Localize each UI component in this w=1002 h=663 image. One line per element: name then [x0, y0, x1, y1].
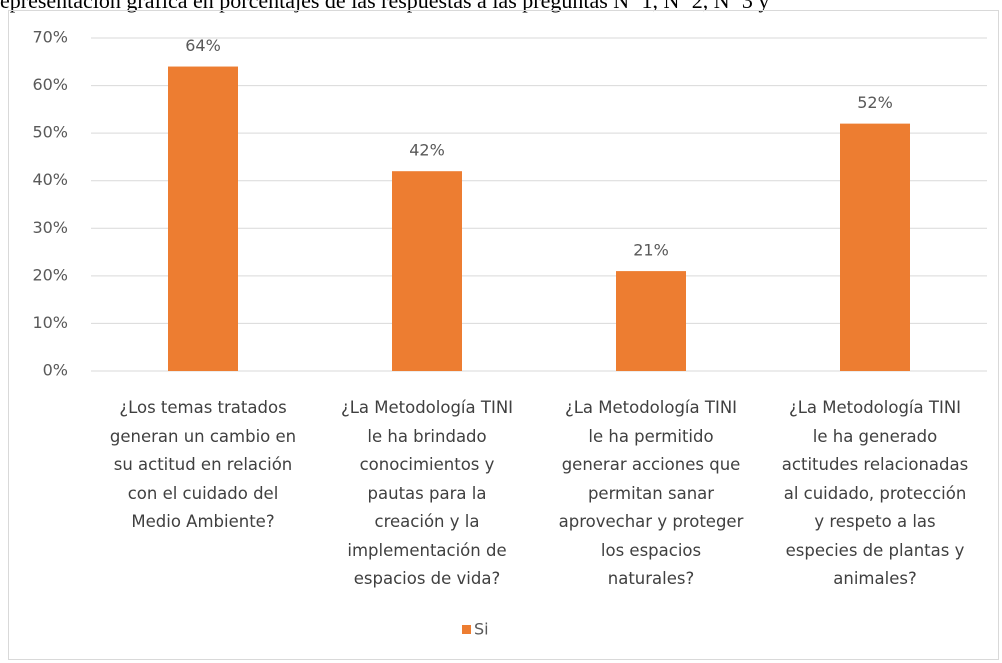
y-tick-label: 70% [32, 28, 68, 47]
legend-label: Si [474, 620, 489, 639]
y-tick-label: 30% [32, 218, 68, 237]
y-tick-label: 40% [32, 170, 68, 189]
chart-frame [8, 10, 999, 660]
y-tick-label: 0% [43, 361, 68, 380]
legend-swatch [462, 625, 471, 634]
data-label: 64% [185, 36, 221, 55]
bar [392, 171, 462, 371]
bar [840, 123, 910, 371]
caption: epresentación gráfica en porcentajes de … [0, 0, 770, 13]
data-label: 52% [857, 93, 893, 112]
bar [616, 271, 686, 371]
bar [168, 66, 238, 372]
y-tick-label: 60% [32, 75, 68, 94]
y-tick-label: 10% [32, 313, 68, 332]
x-tick-label: ¿La Metodología TINI le ha generado acti… [781, 398, 969, 588]
y-tick-label: 20% [32, 265, 68, 284]
y-tick-label: 50% [32, 123, 68, 142]
x-tick-label: ¿Los temas tratados generan un cambio en… [109, 398, 297, 531]
x-tick-label: ¿La Metodología TINI le ha permitido gen… [558, 398, 744, 588]
x-tick-label: ¿La Metodología TINI le ha brindado cono… [340, 398, 514, 588]
data-label: 21% [633, 241, 669, 260]
data-label: 42% [409, 141, 445, 160]
